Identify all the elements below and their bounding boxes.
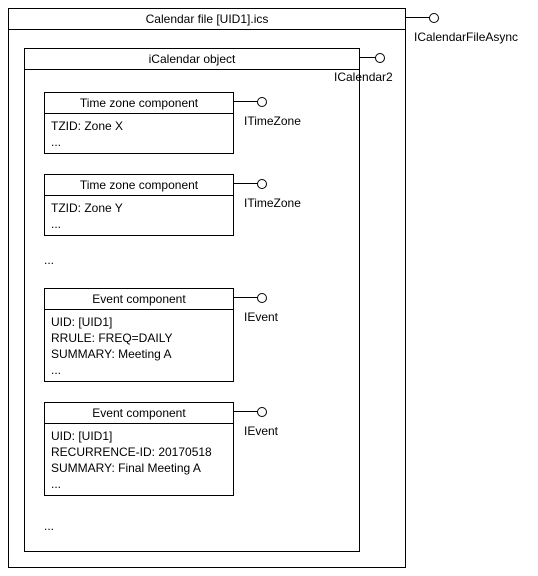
lollipop-itimezone-2: [234, 183, 258, 184]
interface-label-itimezone-1: ITimeZone: [244, 114, 301, 128]
timezone-component-1: Time zone component TZID: Zone X ...: [44, 92, 234, 154]
interface-label-icalendarfileasync: ICalendarFileAsync: [414, 30, 518, 44]
event-component-2: Event component UID: [UID1] RECURRENCE-I…: [44, 402, 234, 496]
interface-label-icalendar2: ICalendar2: [334, 70, 393, 84]
calendar-file-title: Calendar file [UID1].ics: [9, 9, 405, 30]
lollipop-ievent-1: [234, 297, 258, 298]
lollipop-itimezone-1: [234, 101, 258, 102]
timezone-body-1: TZID: Zone X ...: [45, 114, 233, 158]
timezone-title-1: Time zone component: [45, 93, 233, 114]
lollipop-ievent-2: [234, 411, 258, 412]
ellipsis-mid: ...: [44, 254, 54, 266]
timezone-component-2: Time zone component TZID: Zone Y ...: [44, 174, 234, 236]
timezone-body-2: TZID: Zone Y ...: [45, 196, 233, 240]
ellipsis-end: ...: [44, 520, 54, 532]
event-body-1: UID: [UID1] RRULE: FREQ=DAILY SUMMARY: M…: [45, 310, 233, 386]
lollipop-icalendarfileasync: [406, 17, 430, 18]
timezone-title-2: Time zone component: [45, 175, 233, 196]
interface-label-ievent-1: IEvent: [244, 310, 278, 324]
interface-label-itimezone-2: ITimeZone: [244, 196, 301, 210]
event-component-1: Event component UID: [UID1] RRULE: FREQ=…: [44, 288, 234, 382]
interface-label-ievent-2: IEvent: [244, 424, 278, 438]
event-title-1: Event component: [45, 289, 233, 310]
icalendar-object-title: iCalendar object: [25, 49, 359, 70]
event-title-2: Event component: [45, 403, 233, 424]
lollipop-icalendar2: [360, 57, 376, 58]
event-body-2: UID: [UID1] RECURRENCE-ID: 20170518 SUMM…: [45, 424, 233, 500]
